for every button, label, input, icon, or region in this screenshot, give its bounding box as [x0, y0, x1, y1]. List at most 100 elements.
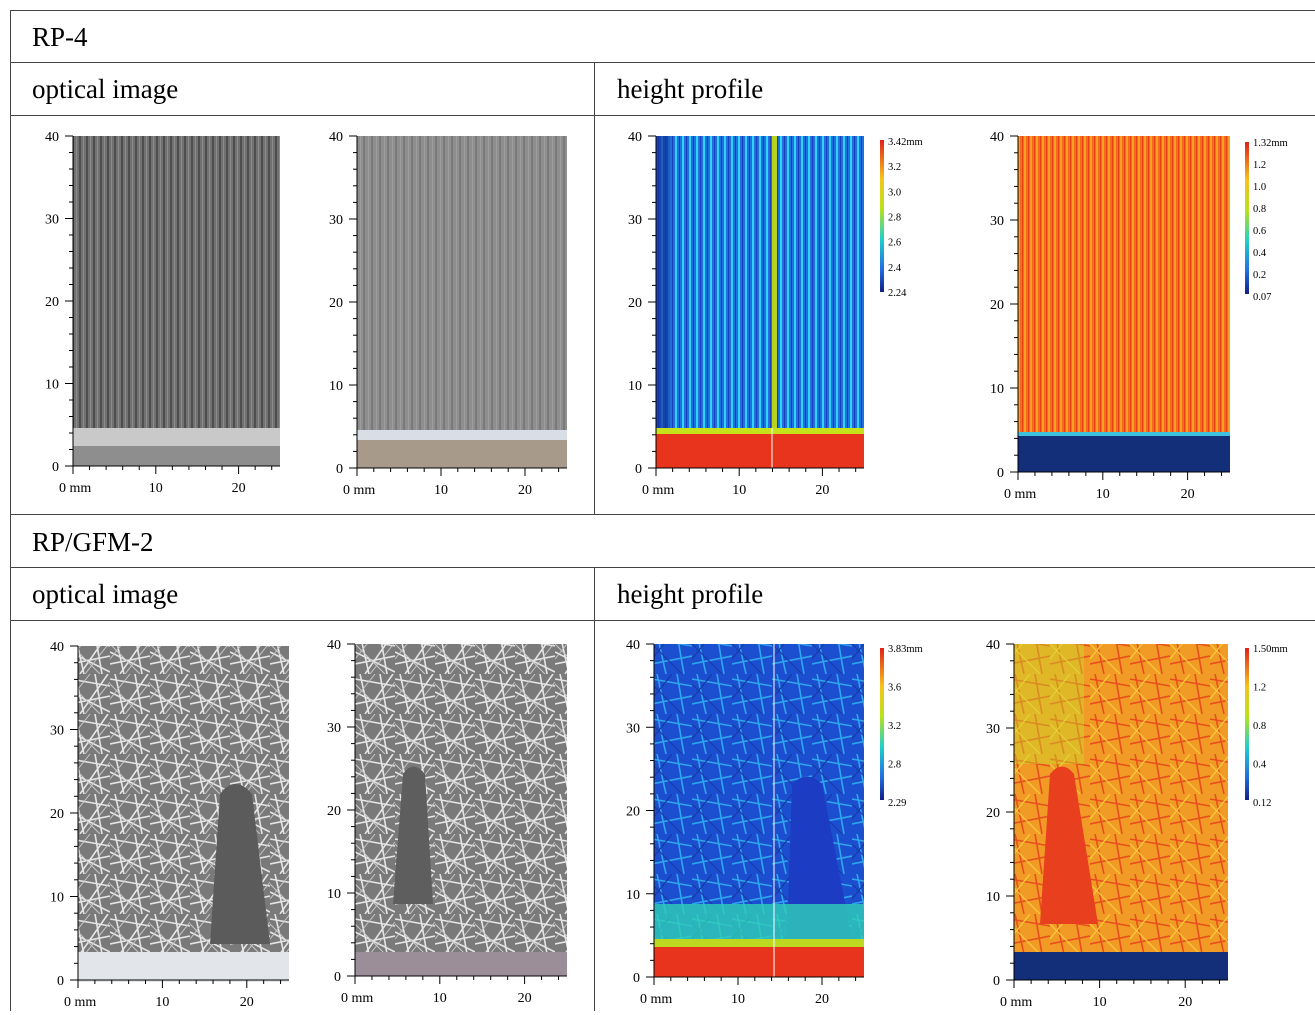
y-tick-label: 40 [986, 638, 1000, 653]
colorbar-tick-label: 0.8 [1253, 721, 1266, 732]
y-tick-label: 20 [990, 298, 1004, 313]
y-tick-label: 40 [50, 640, 64, 655]
y-tick-label: 30 [626, 721, 640, 736]
x-tick-label: 20 [815, 483, 829, 498]
x-tick-label: 0 mm [640, 992, 672, 1007]
y-tick-label: 0 [336, 462, 343, 477]
y-tick-label: 10 [327, 887, 341, 902]
y-tick-label: 0 [57, 974, 64, 989]
x-tick-label: 10 [434, 483, 448, 498]
height-profile-panel: 0 10 20 30 40 0 mm 10 20 1.50mm 1.2 0.8 0.4 0.12 [970, 634, 1310, 1011]
height-profile-panel: 0 10 20 30 40 0 mm 10 20 3.42mm 3.2 3.0 2.8 2.6 2.… [612, 128, 942, 508]
colorbar-tick-label: 0.8 [1253, 204, 1266, 215]
x-tick-label: 20 [518, 483, 532, 498]
x-tick-label: 10 [149, 481, 163, 496]
x-tick-label: 20 [240, 995, 254, 1010]
height-profile-label: height profile [617, 74, 764, 104]
x-tick-label: 10 [155, 995, 169, 1010]
colorbar-max-label: 1.50mm [1253, 644, 1288, 655]
y-tick-label: 20 [628, 296, 642, 311]
y-tick-label: 0 [993, 974, 1000, 989]
column-divider [594, 62, 595, 514]
x-tick-label: 0 mm [1000, 995, 1032, 1010]
colorbar-tick-label: 1.0 [1253, 182, 1266, 193]
y-tick-label: 0 [334, 970, 341, 985]
y-tick-label: 30 [50, 724, 64, 739]
x-tick-label: 0 mm [341, 991, 373, 1006]
y-tick-label: 40 [45, 130, 59, 145]
column-divider [594, 567, 595, 1011]
x-tick-label: 10 [1093, 995, 1107, 1010]
x-tick-label: 0 mm [64, 995, 96, 1010]
colorbar-tick-label: 3.6 [888, 683, 901, 694]
section-title-rp4: RP-4 [32, 22, 88, 52]
y-tick-label: 30 [990, 214, 1004, 229]
colorbar-tick-label: 0.2 [1253, 270, 1266, 281]
colorbar-tick-label: 2.8 [888, 760, 901, 771]
colorbar-tick-label: 0.4 [1253, 248, 1267, 259]
colorbar [1245, 648, 1249, 800]
y-tick-label: 40 [626, 638, 640, 653]
x-tick-label: 10 [433, 991, 447, 1006]
colorbar-tick-label: 1.2 [1253, 160, 1266, 171]
colorbar-tick-label: 1.2 [1253, 683, 1266, 694]
colorbar-max-label: 3.42mm [888, 137, 923, 148]
optical-image-label: optical image [32, 579, 179, 609]
section-title-rpgfm2: RP/GFM-2 [32, 527, 154, 557]
optical-image-panel: 0 10 20 30 40 0 mm 10 20 [30, 128, 290, 508]
x-tick-label: 20 [1181, 487, 1195, 502]
y-tick-label: 10 [45, 378, 59, 393]
y-tick-label: 20 [986, 806, 1000, 821]
y-tick-label: 10 [329, 379, 343, 394]
colorbar-max-label: 3.83mm [888, 644, 923, 655]
colorbar-tick-label: 0.4 [1253, 760, 1267, 771]
y-tick-label: 0 [635, 462, 642, 477]
x-tick-label: 0 mm [59, 481, 91, 496]
y-tick-label: 20 [45, 295, 59, 310]
optical-image-panel: 0 10 20 30 40 0 mm 10 20 [30, 634, 295, 1011]
colorbar [880, 648, 884, 800]
colorbar-tick-label: 3.0 [888, 187, 901, 198]
table-divider [10, 567, 1315, 568]
y-tick-label: 20 [327, 804, 341, 819]
y-tick-label: 30 [327, 721, 341, 736]
table-top-border [10, 10, 1315, 11]
colorbar-max-label: 1.32mm [1253, 138, 1288, 149]
height-profile-rp4-back: 0 10 20 30 40 0 mm 10 20 1.32mm 1.2 1.0 0.8 0.6 0.… [990, 130, 1288, 502]
y-tick-label: 40 [990, 130, 1004, 145]
optical-image-rp4-back: 0 10 20 30 40 0 mm 10 20 [329, 130, 567, 498]
y-tick-label: 30 [628, 213, 642, 228]
x-tick-label: 0 mm [343, 483, 375, 498]
colorbar-min-label: 2.29 [888, 798, 906, 809]
height-profile-panel: 0 10 20 30 40 0 mm 10 20 3.83mm 3.6 3.2 2.8 2.29 [612, 634, 942, 1011]
height-profile-rpgfm2-back: 0 10 20 30 40 0 mm 10 20 1.50mm 1.2 0.8 0.4 0.12 [986, 638, 1288, 1010]
colorbar-tick-label: 2.6 [888, 238, 901, 249]
y-tick-label: 30 [45, 213, 59, 228]
optical-image-rp4-front: 0 10 20 30 40 0 mm 10 20 [45, 130, 280, 496]
colorbar [880, 140, 884, 292]
x-tick-label: 0 mm [642, 483, 674, 498]
y-tick-label: 10 [628, 379, 642, 394]
y-tick-label: 20 [50, 807, 64, 822]
x-tick-label: 10 [1096, 487, 1110, 502]
height-profile-rpgfm2-front: 0 10 20 30 40 0 mm 10 20 3.83mm 3.6 3.2 2.8 2.29 [626, 638, 923, 1007]
y-tick-label: 40 [329, 130, 343, 145]
y-tick-label: 10 [626, 888, 640, 903]
x-tick-label: 20 [232, 481, 246, 496]
x-tick-label: 20 [1178, 995, 1192, 1010]
colorbar-tick-label: 2.8 [888, 213, 901, 224]
y-tick-label: 0 [52, 460, 59, 475]
height-profile-label: height profile [617, 579, 764, 609]
optical-image-panel: 0 10 20 30 40 0 mm 10 20 [315, 128, 575, 508]
y-tick-label: 30 [329, 213, 343, 228]
y-tick-label: 40 [327, 638, 341, 653]
colorbar [1245, 142, 1249, 294]
height-profile-panel: 0 10 20 30 40 0 mm 10 20 1.32mm 1.2 1.0 0.8 0.6 0.… [970, 128, 1310, 508]
colorbar-tick-label: 0.6 [1253, 226, 1266, 237]
y-tick-label: 20 [329, 296, 343, 311]
colorbar-min-label: 2.24 [888, 288, 907, 299]
table-left-border [10, 10, 11, 1011]
x-tick-label: 10 [731, 992, 745, 1007]
table-divider [10, 62, 1315, 63]
y-tick-label: 10 [50, 891, 64, 906]
